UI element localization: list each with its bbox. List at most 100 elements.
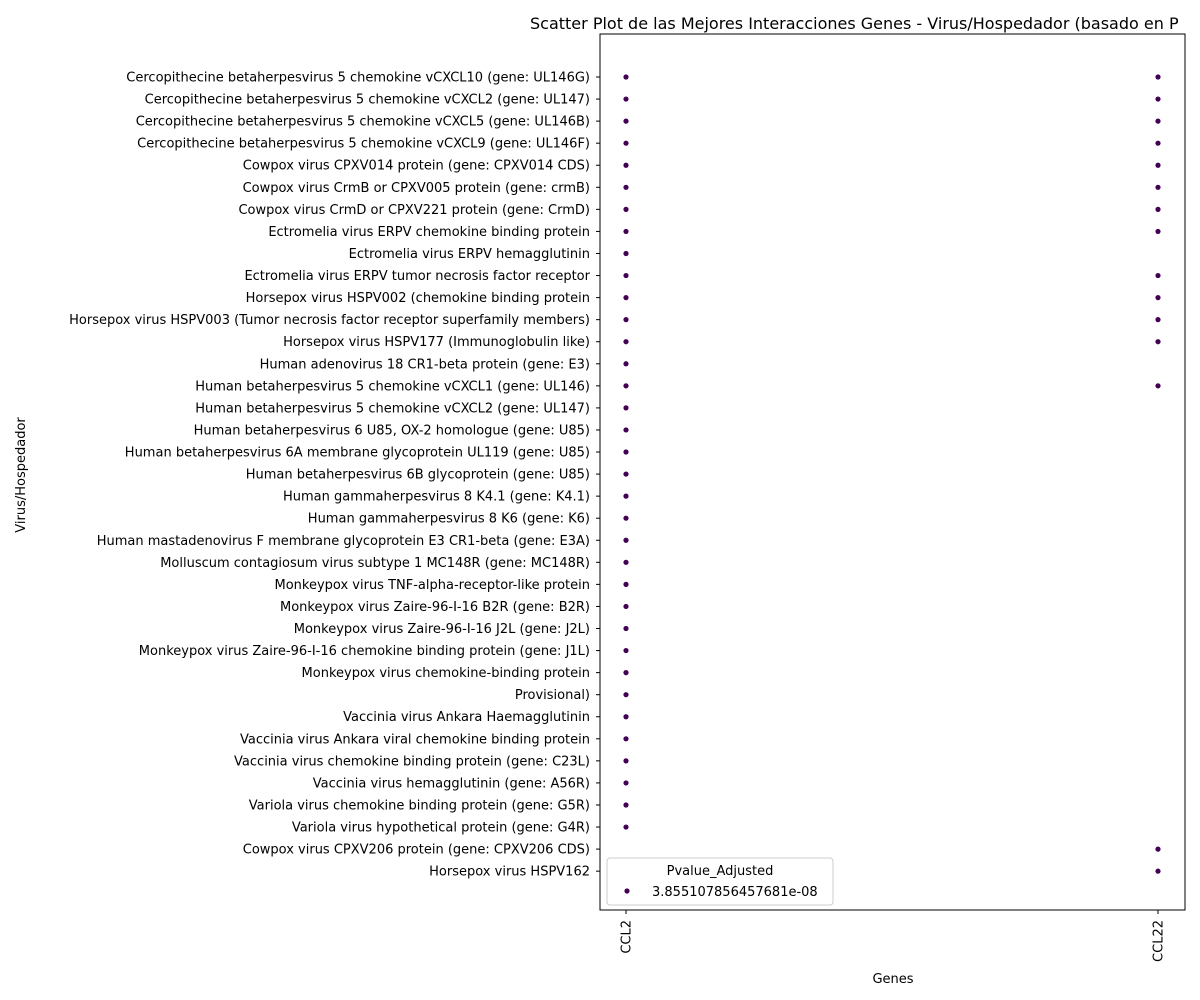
data-point: [623, 449, 629, 455]
data-point: [623, 317, 629, 323]
y-tick-label: Molluscum contagiosum virus subtype 1 MC…: [160, 556, 590, 571]
y-tick-label: Monkeypox virus chemokine-binding protei…: [302, 666, 590, 681]
y-tick-label: Monkeypox virus Zaire-96-I-16 chemokine …: [139, 644, 590, 659]
y-tick-label: Cowpox virus CrmB or CPXV005 protein (ge…: [243, 181, 590, 196]
y-axis-label: Virus/Hospedador: [14, 417, 29, 533]
legend: Pvalue_Adjusted 3.855107856457681e-08: [606, 857, 834, 906]
data-point: [623, 625, 629, 632]
data-point: [623, 250, 629, 257]
data-point: [623, 140, 629, 146]
data-point: [1155, 96, 1161, 102]
data-point: [623, 383, 629, 389]
data-point: [1155, 383, 1161, 389]
y-tick-label: Human betaherpesvirus 5 chemokine vCXCL2…: [195, 401, 590, 416]
y-tick-label: Monkeypox virus TNF-alpha-receptor-like …: [275, 578, 591, 593]
data-point: [623, 228, 629, 235]
y-tick-label: Human mastadenovirus F membrane glycopro…: [97, 534, 590, 549]
data-point: [623, 471, 629, 477]
y-tick-label: Vaccinia virus chemokine binding protein…: [234, 754, 590, 769]
y-axis: Cercopithecine betaherpesvirus 5 chemoki…: [69, 71, 600, 880]
legend-box: [606, 857, 834, 906]
data-point: [1155, 868, 1161, 874]
y-tick-label: Horsepox virus HSPV162: [429, 865, 590, 880]
data-point: [623, 603, 629, 610]
y-tick-label: Cercopithecine betaherpesvirus 5 chemoki…: [126, 71, 590, 86]
y-tick-label: Cercopithecine betaherpesvirus 5 chemoki…: [136, 115, 590, 130]
data-point: [1155, 295, 1161, 301]
data-point: [623, 96, 629, 102]
data-point: [623, 162, 629, 168]
data-point: [623, 714, 629, 720]
y-tick-label: Cowpox virus CPXV014 protein (gene: CPXV…: [243, 159, 590, 174]
x-tick-label: CCL22: [1152, 920, 1167, 962]
data-point: [1155, 317, 1161, 323]
y-tick-label: Variola virus chemokine binding protein …: [249, 798, 590, 813]
y-tick-label: Ectromelia virus ERPV hemagglutinin: [349, 247, 590, 262]
chart-title: Scatter Plot de las Mejores Interaccione…: [530, 14, 1179, 33]
data-point: [623, 692, 629, 698]
data-points: [623, 74, 1161, 874]
y-tick-label: Vaccinia virus hemagglutinin (gene: A56R…: [313, 776, 590, 791]
data-point: [1155, 846, 1161, 852]
legend-title: Pvalue_Adjusted: [667, 864, 774, 879]
plot-frame: [599, 33, 1186, 911]
data-point: [623, 559, 629, 565]
data-point: [623, 670, 629, 676]
y-tick-label: Cercopithecine betaherpesvirus 5 chemoki…: [137, 137, 590, 152]
data-point: [623, 780, 629, 786]
y-tick-label: Human betaherpesvirus 5 chemokine vCXCL1…: [195, 379, 590, 394]
data-point: [623, 824, 629, 830]
data-point: [623, 581, 629, 587]
data-point: [623, 295, 629, 301]
y-tick-label: Human gammaherpesvirus 8 K4.1 (gene: K4.…: [283, 490, 590, 505]
data-point: [623, 537, 629, 543]
y-tick-label: Vaccinia virus Ankara viral chemokine bi…: [240, 732, 590, 747]
y-tick-label: Horsepox virus HSPV002 (chemokine bindin…: [246, 291, 590, 306]
y-tick-label: Cowpox virus CPXV206 protein (gene: CPXV…: [243, 843, 590, 858]
data-point: [1155, 228, 1161, 235]
data-point: [623, 758, 629, 764]
legend-marker: [624, 888, 630, 894]
y-tick-label: Horsepox virus HSPV177 (Immunoglobulin l…: [283, 335, 590, 350]
x-axis: CCL2 CCL22: [620, 910, 1167, 962]
y-tick-label: Variola virus hypothetical protein (gene…: [292, 821, 590, 836]
data-point: [1155, 74, 1161, 80]
y-tick-label: Ectromelia virus ERPV chemokine binding …: [268, 225, 590, 240]
y-tick-label: Vaccinia virus Ankara Haemagglutinin: [343, 710, 590, 725]
data-point: [1155, 272, 1161, 279]
data-point: [623, 427, 629, 433]
x-tick-label: CCL2: [620, 920, 635, 954]
data-point: [623, 272, 629, 279]
data-point: [623, 736, 629, 742]
data-point: [623, 74, 629, 80]
data-point: [623, 339, 629, 345]
data-point: [1155, 206, 1161, 212]
data-point: [623, 405, 629, 411]
data-point: [623, 493, 629, 499]
data-point: [623, 515, 629, 521]
y-tick-label: Ectromelia virus ERPV tumor necrosis fac…: [244, 269, 590, 284]
data-point: [623, 118, 629, 124]
data-point: [623, 206, 629, 212]
data-point: [623, 184, 629, 190]
y-tick-label: Human betaherpesvirus 6 U85, OX-2 homolo…: [194, 423, 590, 438]
y-tick-label: Human adenovirus 18 CR1-beta protein (ge…: [260, 357, 590, 372]
y-tick-label: Human betaherpesvirus 6A membrane glycop…: [125, 446, 590, 461]
data-point: [1155, 339, 1161, 345]
y-tick-label: Human betaherpesvirus 6B glycoprotein (g…: [246, 468, 590, 483]
legend-entry-label: 3.855107856457681e-08: [652, 885, 818, 900]
data-point: [1155, 140, 1161, 146]
x-axis-label: Genes: [872, 972, 913, 987]
data-point: [623, 647, 629, 654]
y-tick-label: Provisional): [515, 688, 590, 703]
y-tick-label: Human gammaherpesvirus 8 K6 (gene: K6): [308, 512, 590, 527]
y-tick-label: Cowpox virus CrmD or CPXV221 protein (ge…: [238, 203, 590, 218]
y-tick-label: Cercopithecine betaherpesvirus 5 chemoki…: [145, 93, 590, 108]
y-tick-label: Monkeypox virus Zaire-96-I-16 B2R (gene:…: [280, 600, 590, 615]
data-point: [1155, 118, 1161, 124]
data-point: [1155, 184, 1161, 190]
data-point: [1155, 162, 1161, 168]
y-tick-label: Horsepox virus HSPV003 (Tumor necrosis f…: [69, 313, 590, 328]
data-point: [623, 802, 629, 808]
